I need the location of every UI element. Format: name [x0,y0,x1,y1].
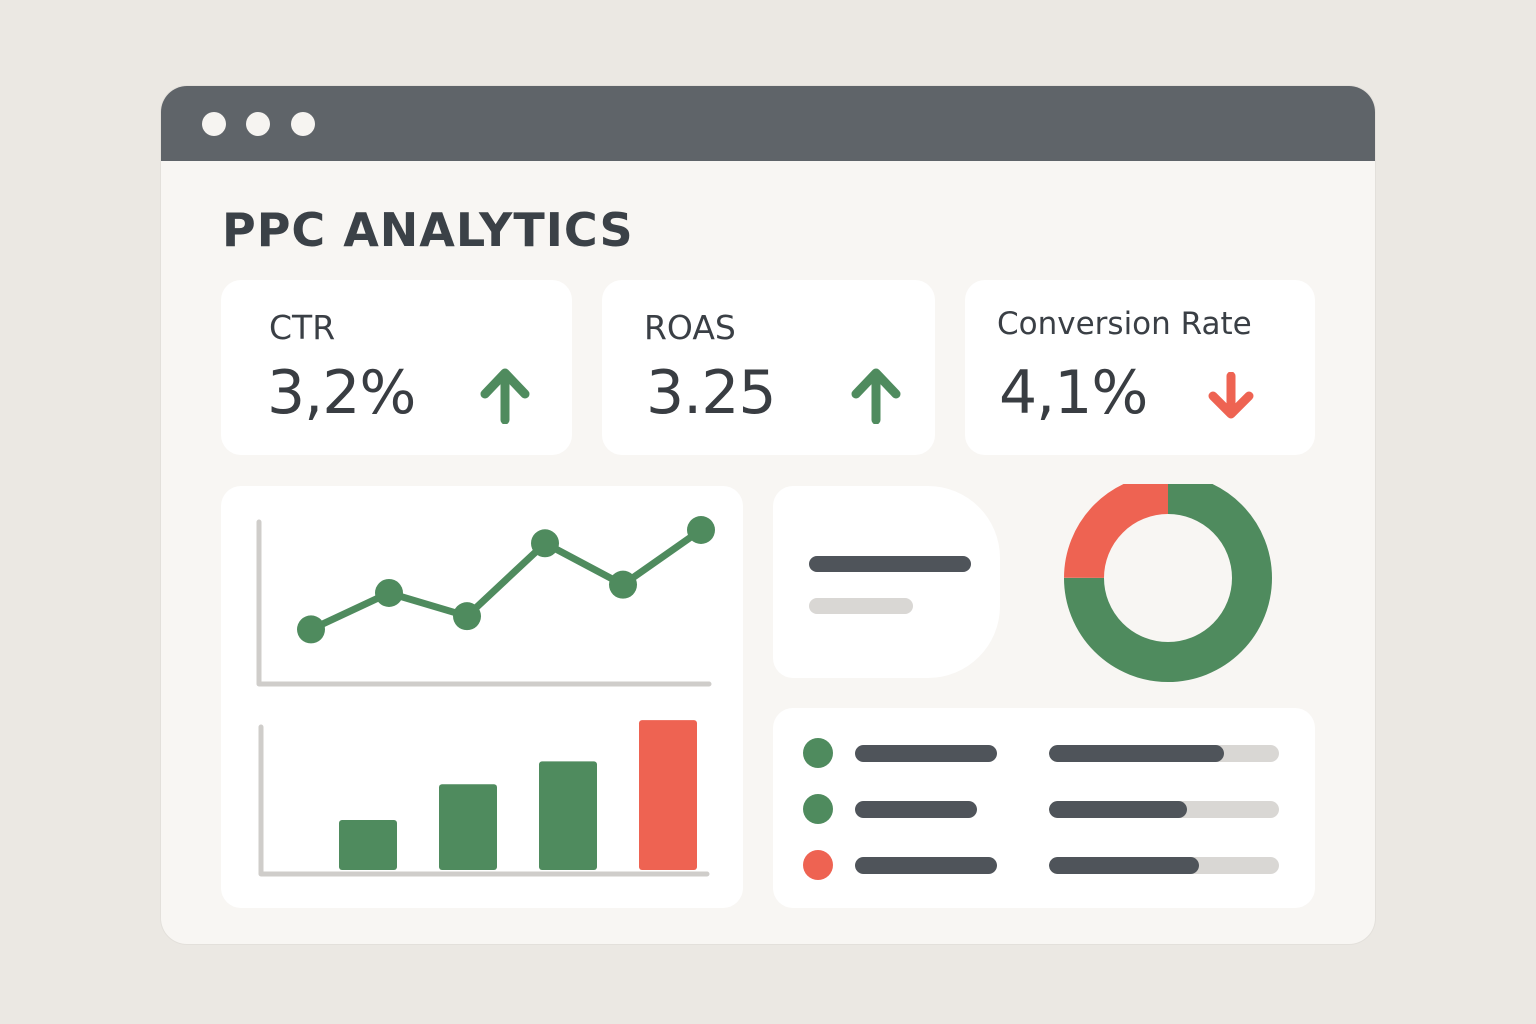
progress-track [1049,745,1279,762]
line-point[interactable] [453,602,481,630]
kpi-value: 3,2% [267,358,415,428]
list-item-label-placeholder [855,857,997,874]
kpi-label: ROAS [644,308,736,347]
progress-fill [1049,745,1224,762]
status-dot [803,738,833,768]
bar-chart [261,720,707,874]
list-card [773,708,1315,908]
kpi-card-roas[interactable]: ROAS 3.25 [602,280,935,455]
list-item[interactable] [773,792,1315,824]
progress-fill [1049,801,1187,818]
window-dot[interactable] [246,112,270,136]
kpi-label: Conversion Rate [997,306,1252,342]
charts-card [221,486,743,908]
window-dot[interactable] [291,112,315,136]
line-point[interactable] [297,615,325,643]
window-titlebar [161,86,1375,161]
kpi-value: 3.25 [646,358,776,428]
list-item-label-placeholder [855,801,977,818]
kpi-value: 4,1% [999,358,1147,428]
kpi-card-ctr[interactable]: CTR 3,2% [221,280,572,455]
line-point[interactable] [687,516,715,544]
bar[interactable] [639,720,697,870]
bar[interactable] [439,784,497,870]
summary-card [773,486,1000,678]
line-point[interactable] [609,571,637,599]
kpi-card-conversion-rate[interactable]: Conversion Rate 4,1% [965,280,1315,455]
summary-line [809,598,913,614]
summary-line [809,556,971,572]
list-item[interactable] [773,848,1315,880]
line-chart [259,516,715,684]
line-point[interactable] [375,579,403,607]
status-dot [803,850,833,880]
bar[interactable] [539,761,597,870]
list-item-label-placeholder [855,745,997,762]
progress-track [1049,801,1279,818]
app-window: PPC ANALYTICS CTR 3,2% ROAS 3.25 Convers… [161,86,1375,944]
line-series [311,530,701,629]
progress-track [1049,857,1279,874]
arrow-down-icon [1203,372,1259,422]
bar[interactable] [339,820,397,870]
window-dot[interactable] [202,112,226,136]
status-dot [803,794,833,824]
list-item[interactable] [773,736,1315,768]
line-point[interactable] [531,529,559,557]
progress-fill [1049,857,1199,874]
kpi-label: CTR [269,308,335,347]
donut-chart [1058,484,1278,704]
charts-canvas [221,486,743,908]
arrow-up-icon [848,364,904,424]
arrow-up-icon [477,364,533,424]
page-title: PPC ANALYTICS [222,203,634,257]
